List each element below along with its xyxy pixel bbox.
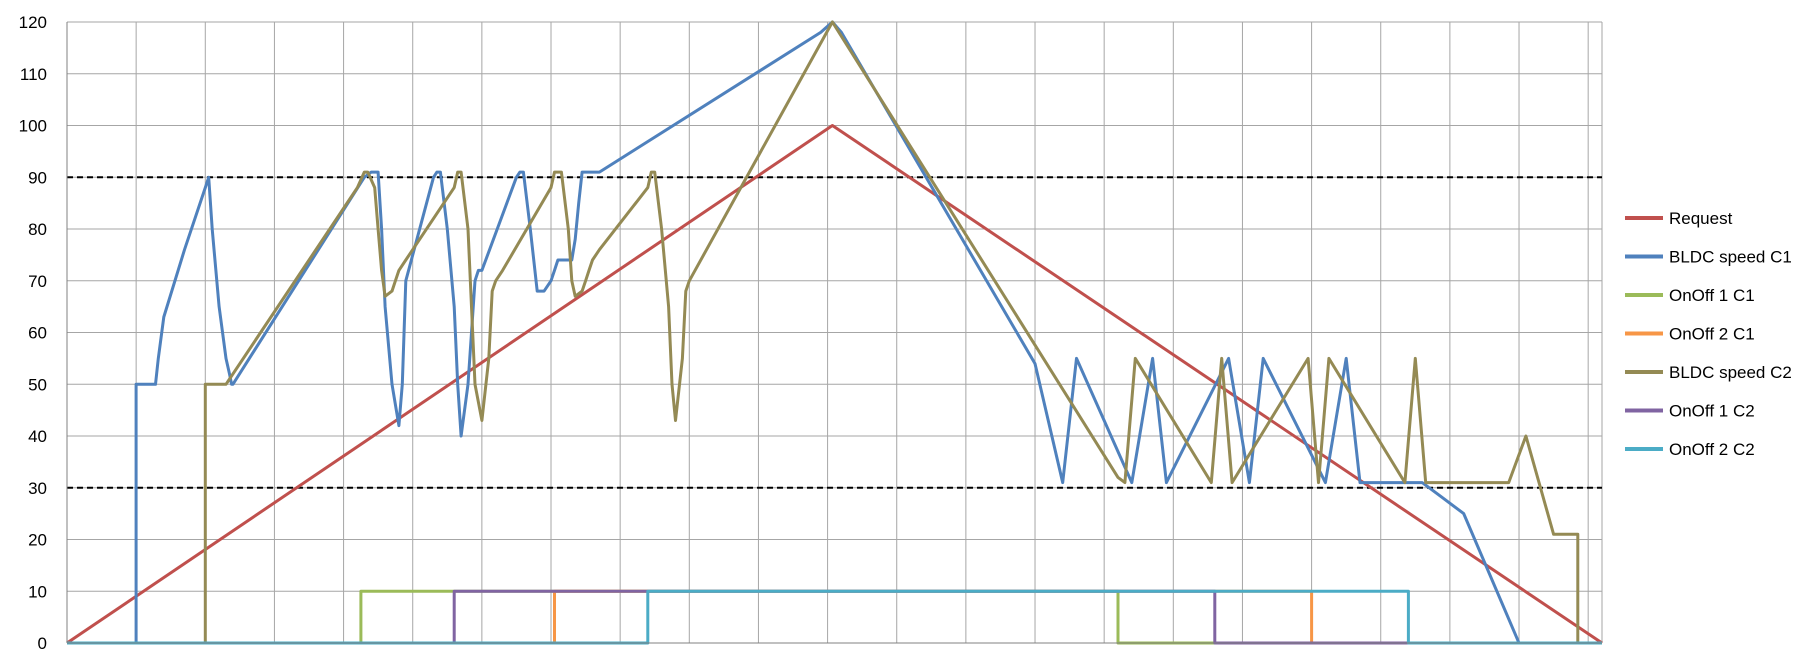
legend-label-7: OnOff 2 C2 — [1669, 440, 1755, 459]
series-line-3 — [67, 589, 1602, 645]
y-tick-label: 110 — [20, 65, 47, 84]
series-line-4 — [67, 589, 1602, 645]
series-line-1 — [66, 124, 1603, 645]
series-line-2 — [67, 20, 1602, 645]
y-tick-label: 90 — [28, 168, 47, 187]
y-tick-label: 40 — [28, 427, 47, 446]
y-tick-label: 120 — [19, 13, 47, 32]
grid — [66, 21, 1603, 644]
y-tick-label: 100 — [19, 117, 47, 136]
legend-label-3: OnOff 1 C1 — [1669, 286, 1755, 305]
y-tick-label: 60 — [28, 324, 47, 343]
legend: Request BLDC speed C1 OnOff 1 C1 OnOff 2 C1… — [1625, 209, 1792, 459]
reference-lines — [67, 176, 1602, 489]
y-tick-label: 80 — [28, 220, 47, 239]
legend-label-1: Request — [1669, 209, 1733, 228]
y-tick-label: 0 — [38, 634, 47, 653]
y-tick-label: 70 — [28, 272, 47, 291]
series-line-6 — [67, 589, 1602, 645]
y-axis: 0 10 20 30 40 50 60 70 80 90 100 110 120 — [19, 13, 1602, 653]
legend-label-2: BLDC speed C1 — [1669, 248, 1792, 267]
y-tick-label: 50 — [28, 375, 47, 394]
legend-label-5: BLDC speed C2 — [1669, 363, 1792, 382]
series-line-5 — [67, 20, 1602, 645]
series-line-7 — [67, 589, 1602, 645]
legend-label-4: OnOff 2 C1 — [1669, 325, 1755, 344]
y-tick-label: 20 — [28, 531, 47, 550]
y-tick-label: 10 — [28, 582, 47, 601]
legend-label-6: OnOff 1 C2 — [1669, 402, 1755, 421]
y-tick-label: 30 — [28, 479, 47, 498]
